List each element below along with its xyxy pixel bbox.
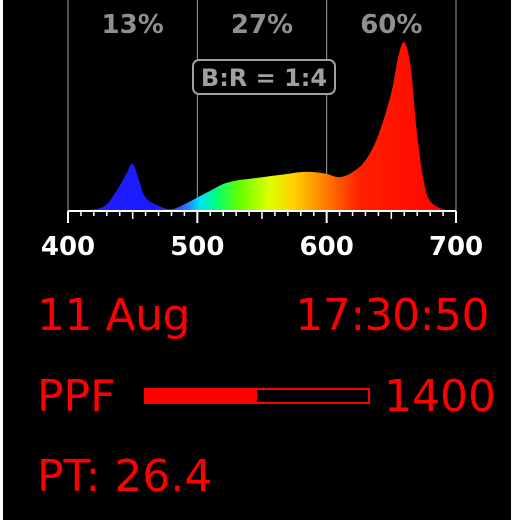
time-display: 17:30:50 <box>295 290 489 341</box>
ppf-progress-bar <box>144 388 370 404</box>
pt-reading: PT: 26.4 <box>37 451 213 502</box>
ratio-label: B:R = 1:4 <box>201 64 327 92</box>
x-tick-label-600: 600 <box>300 232 354 262</box>
spectrum-curve <box>68 41 456 212</box>
band-percent-label: 27% <box>231 10 293 40</box>
ppf-label: PPF <box>37 371 116 422</box>
ratio-badge: B:R = 1:4 <box>192 59 336 95</box>
band-percent-label: 60% <box>360 10 422 40</box>
band-percent-label: 13% <box>102 10 164 40</box>
x-tick-label-500: 500 <box>170 232 224 262</box>
spectrum-chart: 13% 27% 60% B:R = 1:4 400 500 600 700 <box>41 0 483 262</box>
display-screen: 13% 27% 60% B:R = 1:4 400 500 600 700 11 Aug … <box>3 0 511 520</box>
x-tick-label-700: 700 <box>429 232 483 262</box>
ppf-value: 1400 <box>384 371 496 422</box>
date-display: 11 Aug <box>37 290 190 341</box>
ppf-progress-fill <box>146 390 257 402</box>
x-tick-label-400: 400 <box>41 232 95 262</box>
